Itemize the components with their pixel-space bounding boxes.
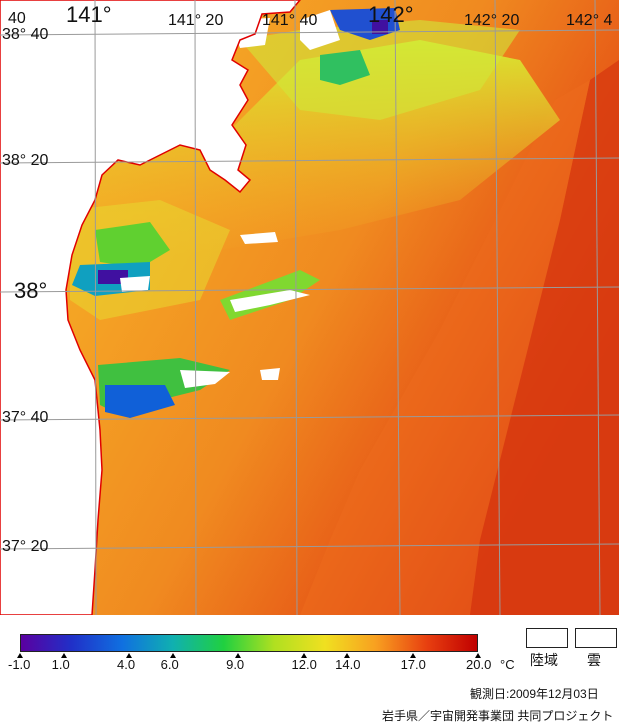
scale-tick-mark (60, 653, 67, 658)
observation-date: 観測日:2009年12月03日 (470, 687, 599, 701)
corner-fragment-label: 40 (8, 10, 26, 27)
land-legend-swatch (526, 628, 568, 648)
longitude-label-141: 141° (66, 2, 112, 27)
scale-tick-label: 1.0 (51, 657, 70, 672)
scale-tick-label: 6.0 (160, 657, 179, 672)
scale-tick-label: -1.0 (8, 657, 31, 672)
scale-tick-label: 12.0 (291, 657, 317, 672)
longitude-label-142: 142° (368, 2, 414, 27)
scale-tick-mark (475, 653, 481, 658)
scale-tick-mark (344, 653, 351, 658)
scale-tick-mark (235, 653, 242, 658)
latitude-label-37-40: 37° 40 (2, 409, 49, 426)
latitude-label-37-20: 37° 20 (2, 538, 49, 555)
warm-water-band (470, 60, 619, 615)
land-area (0, 0, 301, 615)
scale-tick-label: 14.0 (335, 657, 361, 672)
cloud-legend-label: 雲 (587, 652, 601, 668)
credit-line: 岩手県／宇宙開発事業団 共同プロジェクト (382, 709, 614, 723)
scale-tick-mark (126, 653, 133, 658)
scale-tick-mark (17, 653, 23, 658)
lat-lon-grid (0, 0, 619, 615)
temperature-color-scale (20, 634, 478, 652)
scale-tick-mark (409, 653, 416, 658)
scale-tick-label: 17.0 (400, 657, 426, 672)
longitude-label-141-40: 141° 40 (262, 12, 318, 29)
scale-tick-label: 9.0 (226, 657, 245, 672)
longitude-label-142-40: 142° 4 (566, 12, 613, 29)
longitude-label-142-20: 142° 20 (464, 12, 520, 29)
latitude-label-38-20: 38° 20 (2, 152, 49, 169)
temperature-unit: °C (500, 657, 515, 672)
latitude-label-38: 38° (14, 278, 48, 303)
scale-tick-mark (300, 653, 307, 658)
sea-surface-temperature-map (0, 0, 619, 615)
land-legend-label: 陸域 (530, 652, 558, 668)
cloud-legend-swatch (575, 628, 617, 648)
longitude-label-141-20: 141° 20 (168, 12, 224, 29)
scale-tick-mark (169, 653, 176, 658)
latitude-label-38-40: 38° 40 (2, 26, 49, 43)
scale-tick-label: 20.0 (466, 657, 492, 672)
scale-tick-label: 4.0 (117, 657, 136, 672)
